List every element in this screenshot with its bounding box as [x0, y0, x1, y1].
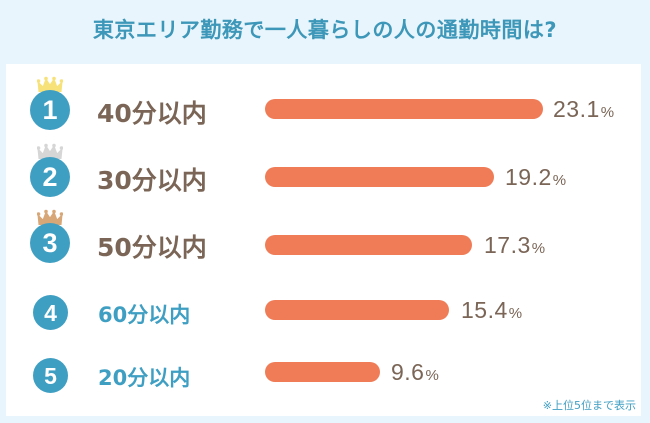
bronze-crown-icon — [37, 209, 63, 225]
value-number: 15.4 — [461, 297, 508, 323]
value-number: 19.2 — [505, 164, 552, 190]
silver-crown-icon — [37, 143, 63, 159]
footnote: ※上位5位まで表示 — [542, 399, 636, 412]
value-unit: % — [508, 305, 523, 322]
rank-badge: 4 — [33, 295, 68, 330]
value-label: 19.2% — [505, 164, 566, 191]
category-label: 40分以内 — [97, 99, 207, 128]
value-label: 17.3% — [484, 232, 545, 259]
value-bar — [265, 300, 449, 320]
value-unit: % — [531, 240, 546, 257]
value-bar — [265, 362, 380, 382]
value-unit: % — [600, 104, 615, 121]
value-number: 17.3 — [484, 232, 531, 258]
gold-crown-icon — [37, 76, 63, 92]
value-label: 15.4% — [461, 297, 522, 324]
rank-badge: 1 — [30, 90, 70, 130]
rank-badge: 3 — [30, 223, 70, 263]
value-bar — [265, 235, 472, 255]
category-label: 50分以内 — [97, 233, 207, 262]
category-label: 30分以内 — [97, 166, 207, 195]
rank-badge: 5 — [33, 358, 68, 393]
value-number: 9.6 — [391, 359, 425, 385]
rank-badge: 2 — [30, 157, 70, 197]
value-number: 23.1 — [553, 96, 600, 122]
value-bar — [265, 167, 494, 187]
value-unit: % — [552, 172, 567, 189]
chart-title: 東京エリア勤務で一人暮らしの人の通勤時間は? — [92, 18, 558, 42]
value-bar — [265, 99, 543, 119]
value-label: 23.1% — [553, 96, 614, 123]
category-label: 60分以内 — [98, 303, 191, 327]
category-label: 20分以内 — [98, 366, 191, 390]
value-unit: % — [425, 367, 439, 384]
value-label: 9.6% — [391, 359, 439, 386]
